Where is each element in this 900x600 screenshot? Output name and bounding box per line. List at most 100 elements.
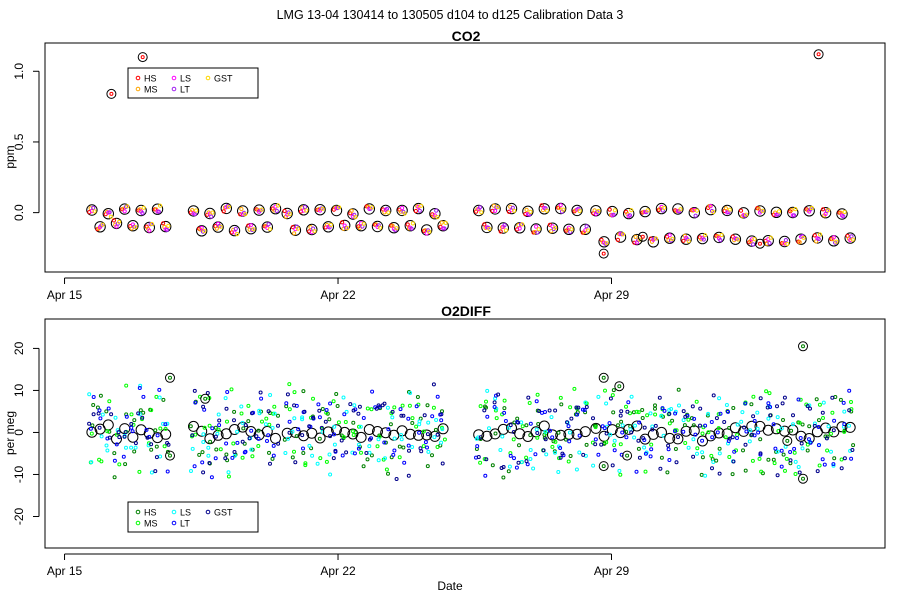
o2diff-point xyxy=(581,452,586,457)
co2-mean-marker xyxy=(86,204,98,216)
o2diff-point xyxy=(735,422,740,427)
o2diff-mean-marker xyxy=(721,428,733,440)
co2-point xyxy=(434,208,439,213)
o2diff-mean-marker xyxy=(522,431,534,442)
o2diff-point xyxy=(442,437,447,442)
o2diff-point xyxy=(292,416,297,421)
co2-mean-marker xyxy=(160,220,172,233)
o2diff-point xyxy=(629,430,634,435)
o2diff-point xyxy=(572,386,577,391)
o2diff-point xyxy=(419,449,424,454)
co2-mean-marker xyxy=(330,204,343,217)
o2diff-point xyxy=(757,456,762,461)
o2diff-mean-marker xyxy=(165,450,175,461)
o2diff-point xyxy=(779,426,784,431)
o2diff-point xyxy=(224,452,229,457)
o2diff-point xyxy=(417,430,422,435)
o2diff-point xyxy=(749,402,754,407)
o2diff-mean-marker xyxy=(473,429,485,441)
o2diff-point xyxy=(612,443,617,448)
o2diff-point xyxy=(714,416,719,421)
o2diff-point xyxy=(97,408,102,413)
o2diff-point xyxy=(619,419,624,424)
o2diff-point xyxy=(758,437,763,442)
o2diff-point xyxy=(154,394,159,399)
o2diff-point xyxy=(765,405,770,410)
co2-mean-marker xyxy=(473,204,485,217)
o2diff-point xyxy=(324,408,329,412)
o2diff-point xyxy=(681,409,686,414)
o2diff-point xyxy=(817,402,822,407)
o2diff-point xyxy=(129,425,134,430)
o2diff-point xyxy=(686,445,691,450)
o2diff-point xyxy=(388,422,393,427)
co2-point xyxy=(645,208,650,213)
o2diff-point xyxy=(112,458,117,463)
o2diff-point xyxy=(831,462,836,467)
o2diff-mean-marker xyxy=(672,433,684,445)
o2diff-point xyxy=(296,427,301,432)
co2-mean-marker xyxy=(672,203,684,215)
o2diff-point xyxy=(847,423,851,428)
co2-point xyxy=(133,225,138,230)
o2diff-point xyxy=(230,455,235,460)
o2diff-point xyxy=(434,418,439,422)
o2diff-point xyxy=(365,406,370,411)
o2diff-point xyxy=(124,383,129,388)
o2diff-point xyxy=(163,422,168,427)
o2diff-point xyxy=(332,442,337,447)
co2-point xyxy=(410,221,415,226)
o2diff-point xyxy=(357,404,362,409)
co2-point xyxy=(349,208,354,213)
o2diff-point xyxy=(829,431,833,436)
o2diff-point xyxy=(153,469,158,474)
co2-x-tick-label: Apr 22 xyxy=(320,288,356,302)
o2diff-mean-marker xyxy=(631,420,643,432)
o2diff-point xyxy=(410,445,415,449)
o2diff-mean-marker xyxy=(212,429,224,441)
co2-point xyxy=(107,210,112,215)
o2diff-point xyxy=(496,392,501,397)
o2diff-point xyxy=(730,435,735,440)
co2-mean-marker xyxy=(135,204,147,217)
o2diff-point xyxy=(758,451,763,456)
co2-point xyxy=(633,234,638,239)
o2diff-point xyxy=(641,436,646,441)
co2-point xyxy=(337,205,342,210)
o2diff-point xyxy=(516,460,521,465)
o2diff-mean-marker xyxy=(413,429,424,441)
co2-point xyxy=(199,225,204,231)
o2diff-point xyxy=(357,424,361,429)
co2-point xyxy=(730,234,735,239)
co2-point xyxy=(653,236,659,241)
co2-point xyxy=(558,203,563,208)
o2diff-point xyxy=(307,424,312,429)
o2diff-point xyxy=(292,403,297,408)
co2-mean-marker xyxy=(253,204,265,216)
o2diff-point xyxy=(398,407,403,412)
co2-point xyxy=(621,232,626,237)
o2diff-point xyxy=(232,409,237,414)
o2diff-point xyxy=(87,392,92,397)
o2diff-point xyxy=(397,444,402,449)
co2-y-tick-label: 0.0 xyxy=(12,204,26,221)
o2diff-point xyxy=(566,424,571,429)
o2diff-point xyxy=(543,437,548,442)
o2diff-point xyxy=(699,472,704,477)
o2diff-point xyxy=(192,388,197,393)
co2-point xyxy=(100,222,105,227)
o2diff-point xyxy=(300,433,305,438)
o2diff-point xyxy=(263,422,268,427)
o2diff-point xyxy=(625,453,630,458)
o2diff-point xyxy=(190,446,195,451)
o2diff-point xyxy=(89,460,94,465)
o2diff-point xyxy=(284,401,289,406)
co2-mean-marker xyxy=(571,204,583,217)
co2-mean-marker xyxy=(579,223,591,236)
o2diff-point xyxy=(759,469,764,474)
o2diff-point xyxy=(207,461,212,465)
o2diff-point xyxy=(484,399,488,404)
co2-point xyxy=(390,223,395,228)
o2diff-legend-label: LS xyxy=(180,508,191,518)
